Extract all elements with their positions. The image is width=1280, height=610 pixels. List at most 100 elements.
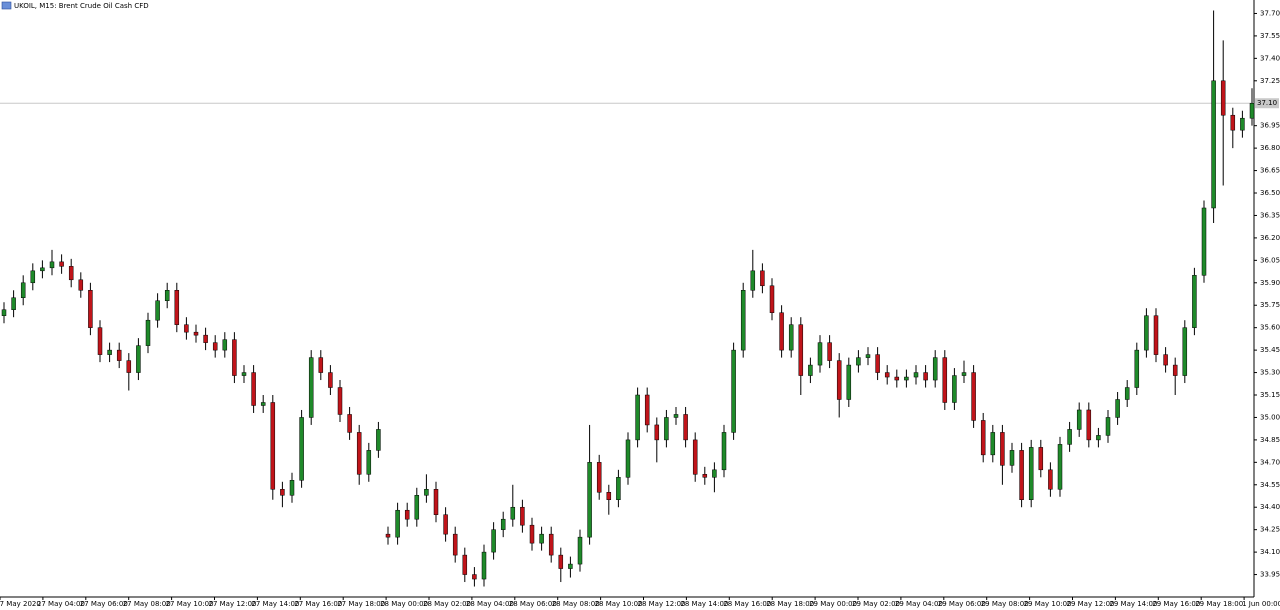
candle-body [769,285,775,313]
candle-body [1048,469,1053,490]
candle-body [424,489,429,496]
x-tick-label: 29 May 10:00 [1024,600,1072,608]
candle-body [452,533,458,556]
x-tick-label: 27 May 12:00 [208,600,256,608]
candle-body [856,357,861,366]
candle-body [1057,444,1063,490]
y-tick-label: 35.75 [1260,301,1280,309]
y-tick-label: 34.85 [1260,436,1280,444]
candle-body [721,432,727,471]
candle-body [1153,315,1159,355]
y-tick-label: 35.45 [1260,346,1280,354]
candle-body [164,290,170,301]
candle-body [904,376,909,381]
candle-body [606,492,612,500]
candle-body [385,533,391,538]
y-tick-label: 36.50 [1260,189,1280,197]
candle-body [971,372,976,421]
candle-body [500,518,506,530]
y-tick-label: 35.90 [1260,279,1280,287]
candle-body [318,357,324,373]
candle-body [1067,429,1072,445]
candle-body [980,420,986,456]
candle-body [1220,80,1226,116]
candle-body [1230,114,1236,131]
candle-body [798,324,804,376]
candle-body [712,469,717,478]
candle-body [136,345,141,373]
candle-body [683,414,688,441]
y-tick-label: 33.95 [1260,571,1280,579]
candle-body [280,489,285,496]
x-tick-label: 27 May 2020 [0,600,41,608]
candle-body [539,533,544,544]
candle-body [548,533,554,556]
candle-body [1076,409,1082,430]
candle-body [625,439,631,478]
x-tick-label: 29 May 14:00 [1109,600,1157,608]
y-tick-label: 36.35 [1260,211,1280,219]
candle-body [184,324,189,333]
x-tick-label: 29 May 18:00 [1195,600,1243,608]
y-tick-label: 36.80 [1260,144,1280,152]
x-tick-label: 29 May 02:00 [852,600,900,608]
candle-body [1105,417,1111,436]
candle-body [520,506,525,526]
candle-body [222,339,228,351]
candle-body [1134,349,1140,388]
candle-body [836,360,842,400]
candle-body [376,429,381,451]
candle-body [251,372,256,406]
x-tick-label: 28 May 14:00 [680,600,728,608]
candle-body [596,462,602,493]
candle-body [817,342,823,366]
candle-body [97,327,103,355]
candle-body [635,394,640,441]
candle-body [462,554,468,575]
candle-body [59,261,64,267]
y-tick-label: 37.25 [1260,77,1280,85]
candle-body [923,372,928,381]
candle-body [961,372,967,376]
candle-body [750,270,756,291]
x-tick-label: 28 May 08:00 [552,600,600,608]
y-tick-label: 34.55 [1260,481,1280,489]
candle-body [558,554,564,569]
candle-body [366,450,372,475]
candle-body [740,290,746,351]
candle-body [875,354,880,373]
candle-body [347,414,352,433]
candle-body [1201,207,1207,276]
candle-body [49,261,55,269]
candle-body [760,270,765,287]
x-tick-label: 28 May 06:00 [509,600,557,608]
candle-body [299,417,304,481]
candle-body [404,509,410,520]
y-tick-label: 35.15 [1260,391,1280,399]
candle-body [337,387,343,415]
candle-body [116,349,122,361]
candle-body [952,375,957,403]
candle-body [260,402,266,406]
candle-body [913,372,919,378]
symbol-icon [1,1,12,10]
candle-body [232,339,237,376]
y-tick-label: 35.00 [1260,413,1280,421]
candle-body [40,267,45,272]
x-tick-label: 29 May 16:00 [1152,600,1200,608]
x-tick-label: 29 May 04:00 [895,600,943,608]
y-tick-label: 36.20 [1260,234,1280,242]
candle-body [932,357,938,381]
x-tick-label: 27 May 18:00 [337,600,385,608]
candle-body [1019,450,1024,500]
x-tick-label: 28 May 16:00 [723,600,771,608]
current-price-label: 37.10 [1257,99,1277,107]
y-tick-label: 36.05 [1260,256,1280,264]
candle-body [308,357,314,418]
candle-body [577,536,583,565]
y-tick-label: 34.70 [1260,458,1280,466]
y-tick-label: 36.65 [1260,167,1280,175]
candle-body [328,372,333,388]
candle-body [1192,275,1197,328]
